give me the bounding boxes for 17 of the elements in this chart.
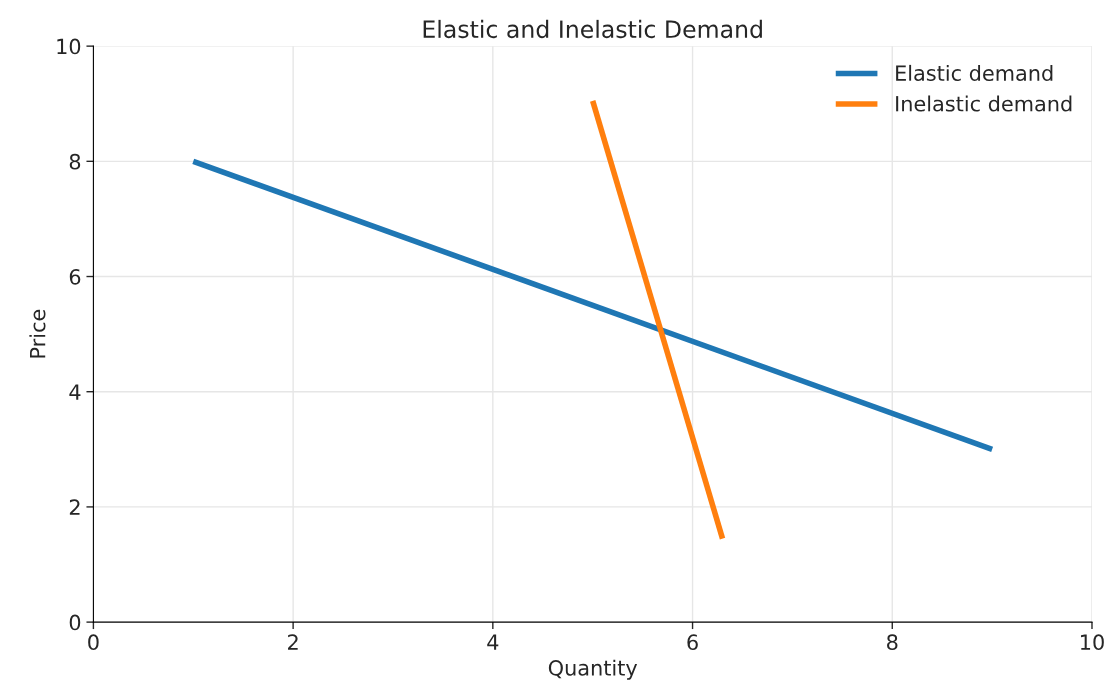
x-tick-label: 10	[1081, 634, 1104, 651]
legend-label: Elastic demand	[896, 64, 1053, 82]
y-tick-label: 2	[69, 499, 80, 515]
x-axis-title: Quantity	[548, 659, 638, 680]
x-tick-label: 8	[887, 634, 898, 651]
legend-label: Inelastic demand	[896, 95, 1072, 112]
y-tick-label: 10	[57, 38, 81, 55]
y-tick-label: 8	[69, 153, 81, 170]
x-tick-label: 4	[487, 634, 499, 650]
x-tick-label: 2	[288, 634, 298, 650]
y-tick-label: 4	[69, 384, 81, 400]
chart-title: Elastic and Inelastic Demand	[423, 19, 762, 39]
x-tick-label: 6	[687, 634, 698, 651]
y-axis-title: Price	[29, 309, 46, 358]
y-tick-label: 0	[69, 614, 81, 631]
y-tick-label: 6	[69, 268, 81, 285]
x-tick-label: 0	[88, 634, 99, 651]
